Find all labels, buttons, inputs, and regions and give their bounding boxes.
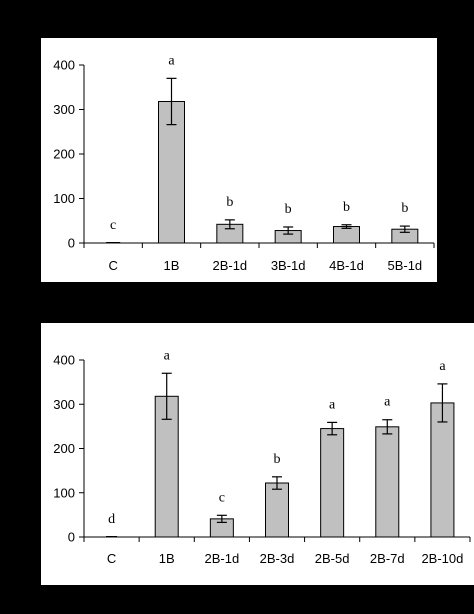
significance-label: a [329, 397, 336, 412]
y-tick-label: 300 [53, 102, 75, 117]
significance-label: b [274, 452, 281, 467]
category-label: 2B-1d [212, 258, 247, 273]
y-tick-label: 100 [53, 485, 75, 500]
y-tick-label: 0 [68, 530, 75, 545]
significance-label: b [343, 200, 350, 215]
category-label: 2B-5d [315, 551, 350, 566]
y-tick-label: 100 [53, 191, 75, 206]
bar [320, 428, 345, 538]
y-tick-label: 200 [53, 147, 75, 162]
category-label: C [107, 551, 116, 566]
significance-label: a [168, 53, 175, 68]
bar [375, 426, 400, 538]
bar-chart-bottom: 0 100 200 300 400 d Ca 1B c 2B-1d b 2B-3d a 2B-5d a 2B-… [53, 348, 471, 566]
y-tick-label: 400 [53, 353, 75, 368]
significance-label: d [108, 512, 115, 527]
category-label: 2B-10d [421, 551, 463, 566]
category-label: 4B-1d [329, 258, 364, 273]
category-label: C [108, 258, 117, 273]
category-label: 3B-1d [271, 258, 306, 273]
y-tick-label: 0 [68, 236, 75, 251]
significance-label: a [164, 348, 171, 363]
y-tick-label: 400 [53, 58, 75, 73]
bar [333, 226, 360, 244]
significance-label: b [226, 195, 233, 210]
significance-label: b [401, 201, 408, 216]
significance-label: c [110, 218, 116, 233]
category-label: 2B-7d [370, 551, 405, 566]
significance-label: a [439, 359, 446, 374]
significance-label: c [219, 490, 225, 505]
category-label: 2B-1d [205, 551, 240, 566]
y-tick-label: 300 [53, 397, 75, 412]
category-label: 5B-1d [387, 258, 422, 273]
bar [430, 402, 455, 538]
category-label: 1B [159, 551, 175, 566]
bar [265, 482, 289, 538]
y-tick-label: 200 [53, 441, 75, 456]
category-label: 1B [164, 258, 180, 273]
significance-label: b [285, 202, 292, 217]
bar-chart-top: 0 100 200 300 400 c Ca 1B b 2B-1d b 3B-1d b 4B-1d b 5B-… [53, 53, 435, 273]
significance-label: a [384, 395, 391, 410]
category-label: 2B-3d [260, 551, 295, 566]
